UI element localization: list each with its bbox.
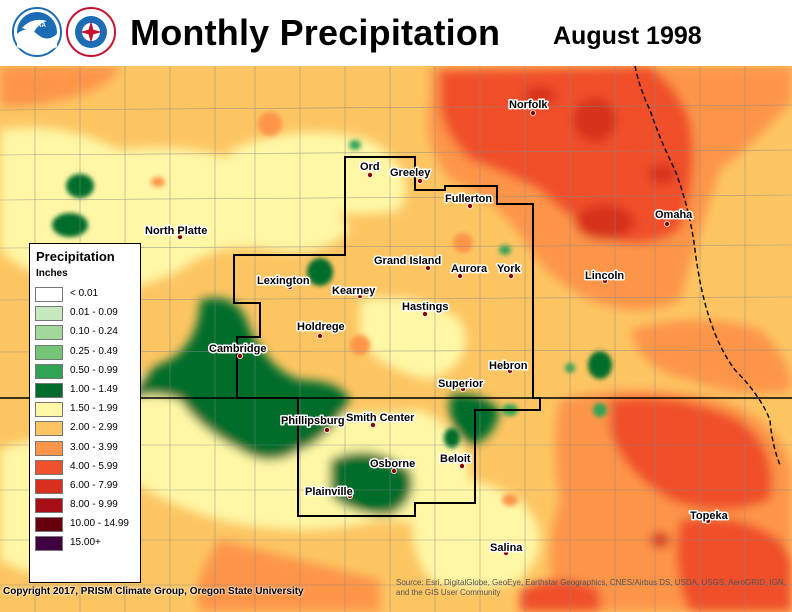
city-label: Plainville (305, 486, 353, 498)
map-canvas: Norfolk Ord Greeley Fullerton Omaha North Pla… (0, 66, 792, 612)
legend-swatch (35, 421, 63, 437)
legend-label: 0.50 - 0.99 (70, 364, 118, 376)
legend-swatch (35, 402, 63, 418)
city-dot (705, 518, 712, 525)
legend-label: 1.00 - 1.49 (70, 383, 118, 395)
city-label: Beloit (440, 453, 471, 465)
legend-label: 10.00 - 14.99 (70, 518, 129, 530)
city-dot (390, 467, 397, 474)
city-label: Ord (360, 161, 380, 173)
legend-title: Precipitation (36, 249, 115, 264)
city-label: Holdrege (297, 321, 345, 333)
legend-label: 0.01 - 0.09 (70, 307, 118, 319)
map-date: August 1998 (553, 22, 702, 50)
city-label: Topeka (690, 510, 729, 522)
noaa-logo-icon: NOAA (12, 7, 62, 57)
header: NOAA Monthly Precipitation August 1998 (0, 0, 792, 66)
city-dot (176, 233, 183, 240)
nws-logo-icon (66, 7, 116, 57)
legend-swatch (35, 306, 63, 322)
legend-label: 3.00 - 3.99 (70, 441, 118, 453)
legend-swatch (35, 498, 63, 514)
city-dot (602, 277, 609, 284)
city-dot (424, 264, 431, 271)
legend-swatch (35, 517, 63, 533)
city-label: Omaha (655, 209, 693, 221)
city-label: Superior (438, 378, 484, 390)
city-dot (459, 385, 466, 392)
city-label: Osborne (370, 458, 415, 470)
precip-spots (52, 104, 612, 506)
city-label: Lexington (257, 275, 310, 287)
legend-label: 1.50 - 1.99 (70, 403, 118, 415)
city-dot (366, 171, 373, 178)
city-dot (346, 492, 353, 499)
noaa-logo-text: NOAA (28, 23, 46, 29)
legend-units: Inches (36, 268, 68, 279)
city-dot (530, 110, 537, 117)
city-label: North Platte (145, 225, 207, 237)
legend-label: 2.00 - 2.99 (70, 422, 118, 434)
legend-swatch (35, 344, 63, 360)
forecast-area-outline (233, 156, 541, 517)
city-label: Hebron (489, 360, 528, 372)
city-dot (286, 283, 293, 290)
city-label: Lincoln (585, 270, 624, 282)
city-dot (356, 292, 363, 299)
city-dot (507, 272, 514, 279)
city-dot (664, 220, 671, 227)
legend-label: < 0.01 (70, 288, 99, 299)
city-dot (506, 367, 513, 374)
precip-fields (0, 66, 792, 612)
city-label: Phillipsburg (281, 415, 345, 427)
legend-label: 8.00 - 9.99 (70, 499, 118, 511)
city-dot (466, 202, 473, 209)
legend: Precipitation Inches < 0.01 0.01 - 0.09 0.… (29, 243, 141, 583)
legend-label: 15.00+ (70, 537, 101, 549)
city-label: Kearney (332, 285, 376, 297)
legend-swatch (35, 459, 63, 475)
city-dot (458, 462, 465, 469)
city-label: Norfolk (509, 99, 548, 111)
city-dot (456, 272, 463, 279)
city-dot (416, 177, 423, 184)
legend-swatch (35, 382, 63, 398)
city-label: Aurora (451, 263, 488, 275)
city-dot (421, 310, 428, 317)
legend-label: 0.10 - 0.24 (70, 326, 118, 338)
legend-label: 4.00 - 5.99 (70, 460, 118, 472)
city-markers: Norfolk Ord Greeley Fullerton Omaha North Pla… (144, 98, 730, 557)
city-dot (236, 352, 243, 359)
city-label: Fullerton (445, 193, 492, 205)
legend-swatch (35, 287, 63, 302)
city-label: Cambridge (209, 343, 266, 355)
city-label: Smith Center (346, 412, 415, 424)
copyright-text: Copyright 2017, PRISM Climate Group, Ore… (3, 586, 304, 597)
city-label: Grand Island (374, 255, 441, 267)
precipitation-map[interactable]: Norfolk Ord Greeley Fullerton Omaha North Pla… (0, 66, 792, 612)
city-label: York (497, 263, 522, 275)
source-attribution: Source: Esri, DigitalGlobe, GeoEye, Eart… (396, 578, 786, 597)
legend-swatch (35, 325, 63, 341)
legend-swatch (35, 536, 63, 552)
city-dot (369, 421, 376, 428)
city-label: Greeley (390, 167, 431, 179)
legend-swatch (35, 363, 63, 379)
legend-label: 0.25 - 0.49 (70, 345, 118, 357)
map-title: Monthly Precipitation (130, 12, 501, 53)
legend-swatch (35, 478, 63, 494)
city-label: Salina (490, 542, 523, 554)
legend-swatch (35, 440, 63, 456)
legend-label: 6.00 - 7.99 (70, 479, 118, 491)
city-dot (323, 426, 330, 433)
city-label: Hastings (402, 301, 448, 313)
city-dot (316, 332, 323, 339)
city-dot (502, 550, 509, 557)
